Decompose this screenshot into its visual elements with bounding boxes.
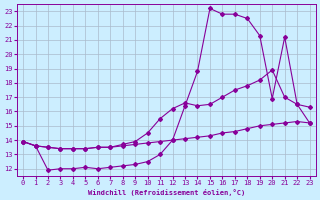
X-axis label: Windchill (Refroidissement éolien,°C): Windchill (Refroidissement éolien,°C) <box>88 189 245 196</box>
